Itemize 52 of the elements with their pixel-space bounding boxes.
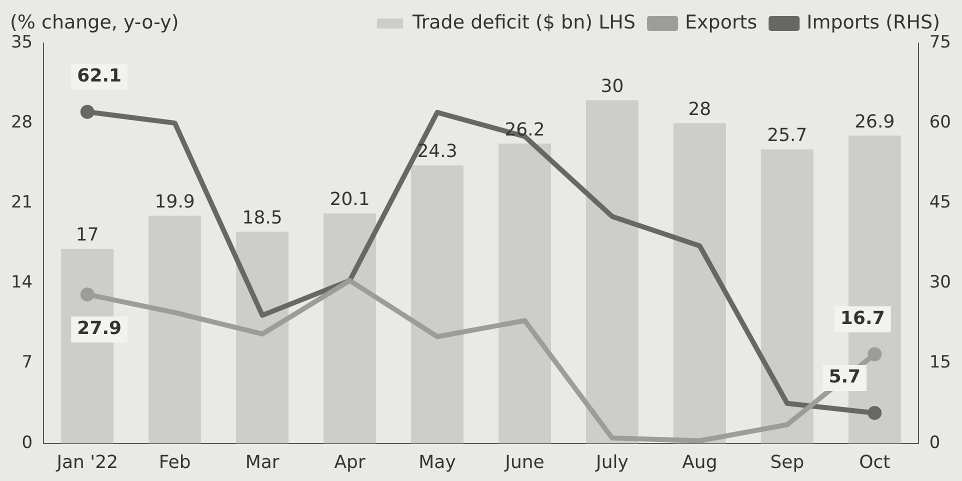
bar xyxy=(760,149,814,444)
data-label: 24.3 xyxy=(417,141,458,162)
data-label: 25.7 xyxy=(767,125,808,146)
point xyxy=(80,104,94,119)
y-tick-label: 7 xyxy=(22,352,33,373)
y-tick-label: 21 xyxy=(10,192,33,213)
point xyxy=(868,347,882,362)
bar xyxy=(411,165,464,444)
x-tick-label: Jan '22 xyxy=(56,452,118,473)
x-tick-label: July xyxy=(595,452,629,473)
bar xyxy=(148,216,202,444)
y2-tick-label: 60 xyxy=(929,112,952,132)
data-label: 28 xyxy=(688,98,712,120)
x-tick-label: Sep xyxy=(770,452,804,473)
y2-tick-label: 75 xyxy=(929,32,952,52)
data-label: 30 xyxy=(600,76,624,97)
point xyxy=(868,406,882,420)
data-label: 18.5 xyxy=(242,207,282,228)
data-label: 62.1 xyxy=(77,66,122,87)
x-tick-label: May xyxy=(418,452,456,473)
x-tick-label: Feb xyxy=(158,452,191,473)
y-tick-label: 28 xyxy=(10,112,33,132)
legend-label: Exports xyxy=(685,11,758,34)
point xyxy=(80,287,94,302)
bar xyxy=(673,123,726,444)
y2-tick-label: 15 xyxy=(929,352,952,373)
y-tick-label: 0 xyxy=(22,432,33,453)
x-tick-label: Mar xyxy=(245,452,280,473)
data-label: 26.2 xyxy=(504,119,545,140)
x-tick-label: Apr xyxy=(334,452,366,473)
data-label: 20.1 xyxy=(330,189,370,210)
bar xyxy=(324,213,376,444)
data-label: 27.9 xyxy=(77,318,122,340)
y-tick-label: 14 xyxy=(10,272,33,293)
x-tick-label: June xyxy=(504,452,544,473)
data-label: 5.7 xyxy=(828,366,861,388)
y-axis-title: (% change, y-o-y) xyxy=(10,11,179,34)
y-tick-label: 35 xyxy=(10,32,33,52)
y2-tick-label: 45 xyxy=(929,192,952,213)
x-tick-label: Aug xyxy=(682,452,718,473)
y2-tick-label: 0 xyxy=(929,432,940,453)
bar xyxy=(236,232,289,444)
bar xyxy=(586,100,638,444)
bar xyxy=(498,144,551,444)
data-label: 17 xyxy=(76,224,99,246)
data-label: 19.9 xyxy=(154,191,195,212)
legend-label: Imports (RHS) xyxy=(806,11,940,34)
y2-tick-label: 30 xyxy=(929,272,952,293)
legend-label: Trade deficit ($ bn) LHS xyxy=(412,11,636,34)
data-label: 16.7 xyxy=(840,308,885,329)
data-label: 26.9 xyxy=(854,111,895,132)
x-tick-label: Oct xyxy=(859,452,890,473)
